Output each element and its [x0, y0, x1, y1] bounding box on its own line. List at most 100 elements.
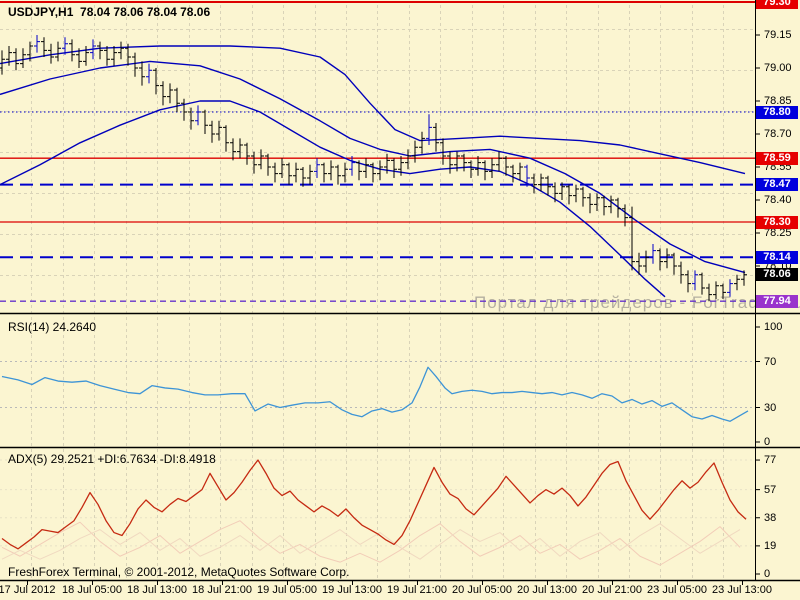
ohlc-bar: [608, 195, 614, 214]
ohlc-bar: [62, 37, 68, 55]
ma-band-lines: [0, 45, 746, 298]
copyright-text: FreshForex Terminal, © 2001-2012, MetaQu…: [8, 565, 350, 579]
price-tick-label: 78.70: [764, 128, 792, 140]
time-axis[interactable]: 17 Jul 2012 18 Jul 05:00 18 Jul 13:00 18 Ju…: [0, 581, 800, 600]
time-axis-label: 20 Jul 05:00: [452, 584, 512, 596]
ohlc-bar: [237, 138, 243, 159]
price-level-badge: 78.14: [756, 250, 798, 264]
ohlc-bar: [27, 41, 33, 62]
ohlc-bar: [559, 182, 565, 200]
time-axis-label: 19 Jul 05:00: [257, 584, 317, 596]
ohlc-bar: [706, 283, 712, 302]
adx-tick-label: 0: [764, 568, 771, 580]
price-level-badge: 78.47: [756, 178, 798, 192]
price-level-badge: 79.30: [756, 0, 798, 9]
price-tick-label: 79.15: [764, 29, 792, 41]
ohlc-bar: [580, 186, 586, 207]
adx-tick-label: 57: [764, 483, 777, 496]
ohlc-bar: [566, 184, 572, 205]
adx-line: [1, 459, 747, 550]
ohlc-bar: [573, 184, 579, 203]
ohlc-bar: [699, 272, 705, 295]
price-level-badge: 78.59: [756, 151, 798, 165]
ohlc-bar: [650, 244, 656, 264]
ohlc-bar: [118, 41, 124, 60]
ohlc-bar: [146, 63, 152, 84]
ohlc-bar: [258, 149, 264, 170]
ohlc-bar: [363, 158, 369, 178]
ohlc-bar: [97, 41, 103, 60]
ohlc-bar: [265, 153, 271, 176]
ohlc-bar: [741, 270, 747, 286]
time-axis-label: 18 Jul 05:00: [62, 584, 122, 596]
ohlc-bar: [314, 158, 320, 178]
ohlc-bar: [328, 160, 334, 181]
ohlc-bar: [734, 274, 740, 291]
ohlc-bar: [692, 270, 698, 291]
minus-di-line: [1, 523, 741, 560]
price-level-badge: 78.30: [756, 215, 798, 229]
ohlc-bar: [545, 175, 551, 196]
ohlc-bar: [517, 162, 523, 181]
price-scale[interactable]: 79.15 79.00 78.85 78.70 78.55 78.40 78.25 78.10…: [755, 0, 800, 580]
time-axis-label: 17 Jul 2012: [0, 584, 56, 596]
adx-panel: [1, 459, 747, 566]
ohlc-bar: [55, 41, 61, 62]
ohlc-bar: [216, 120, 222, 141]
ohlc-bar: [20, 48, 26, 68]
grid: [0, 5, 755, 578]
ohlc-bar: [398, 156, 404, 176]
chart-title: USDJPY,H1 78.04 78.06 78.04 78.06: [8, 5, 211, 19]
price-tick-label: 78.85: [764, 95, 792, 107]
ohlc-bar: [426, 114, 432, 145]
ohlc-bar: [174, 87, 180, 112]
ohlc-bar: [447, 151, 453, 174]
ohlc-bar: [139, 61, 145, 86]
ohlc-bar: [76, 48, 82, 68]
price-tick-label: 78.25: [764, 227, 792, 239]
time-axis-label: 19 Jul 21:00: [387, 584, 447, 596]
ohlc-bar: [433, 123, 439, 152]
ohlc-bar: [419, 131, 425, 154]
ohlc-bar: [552, 182, 558, 203]
ohlc-bar: [475, 156, 481, 176]
ohlc-bar: [370, 162, 376, 183]
ohlc-bar: [335, 164, 341, 185]
adx-indicator-label: ADX(5) 29.2521 +DI:6.7634 -DI:8.4918: [8, 452, 216, 466]
ohlc-bar: [41, 37, 47, 57]
ohlc-bar: [622, 204, 628, 227]
ohlc-bar: [153, 68, 159, 95]
time-axis-label: 18 Jul 21:00: [192, 584, 252, 596]
adx-tick-label: 77: [764, 454, 777, 467]
ohlc-bar: [251, 151, 257, 174]
ohlc-bar: [454, 151, 460, 172]
ohlc-bar: [167, 83, 173, 104]
ohlc-bar: [202, 109, 208, 134]
ohlc-bar: [90, 39, 96, 60]
price-level-badge: 77.94: [756, 294, 798, 308]
price-tick-label: 79.00: [764, 62, 792, 74]
ohlc-bar: [384, 153, 390, 174]
ohlc-bar: [6, 46, 12, 66]
ohlc-bar: [244, 142, 250, 165]
ohlc-bar: [307, 164, 313, 185]
ohlc-bar: [713, 281, 719, 299]
ohlc-bar: [342, 162, 348, 183]
ma-line-3: [0, 100, 666, 298]
ohlc-bar: [594, 193, 600, 211]
ohlc-bar: [461, 153, 467, 172]
rsi-line: [1, 366, 749, 422]
ohlc-bar: [223, 125, 229, 152]
ohlc-bar: [643, 250, 649, 273]
ohlc-bar: [209, 120, 215, 143]
time-axis-label: 19 Jul 13:00: [322, 584, 382, 596]
ohlc-bar: [468, 160, 474, 178]
time-axis-label: 20 Jul 21:00: [582, 584, 642, 596]
price-level-badge: 78.06: [756, 268, 798, 282]
ohlc-bar: [300, 167, 306, 187]
time-axis-label: 23 Jul 13:00: [712, 584, 772, 596]
ma-line-1: [0, 45, 746, 175]
ohlc-bar: [279, 158, 285, 178]
rsi-tick-label: 70: [764, 355, 777, 368]
